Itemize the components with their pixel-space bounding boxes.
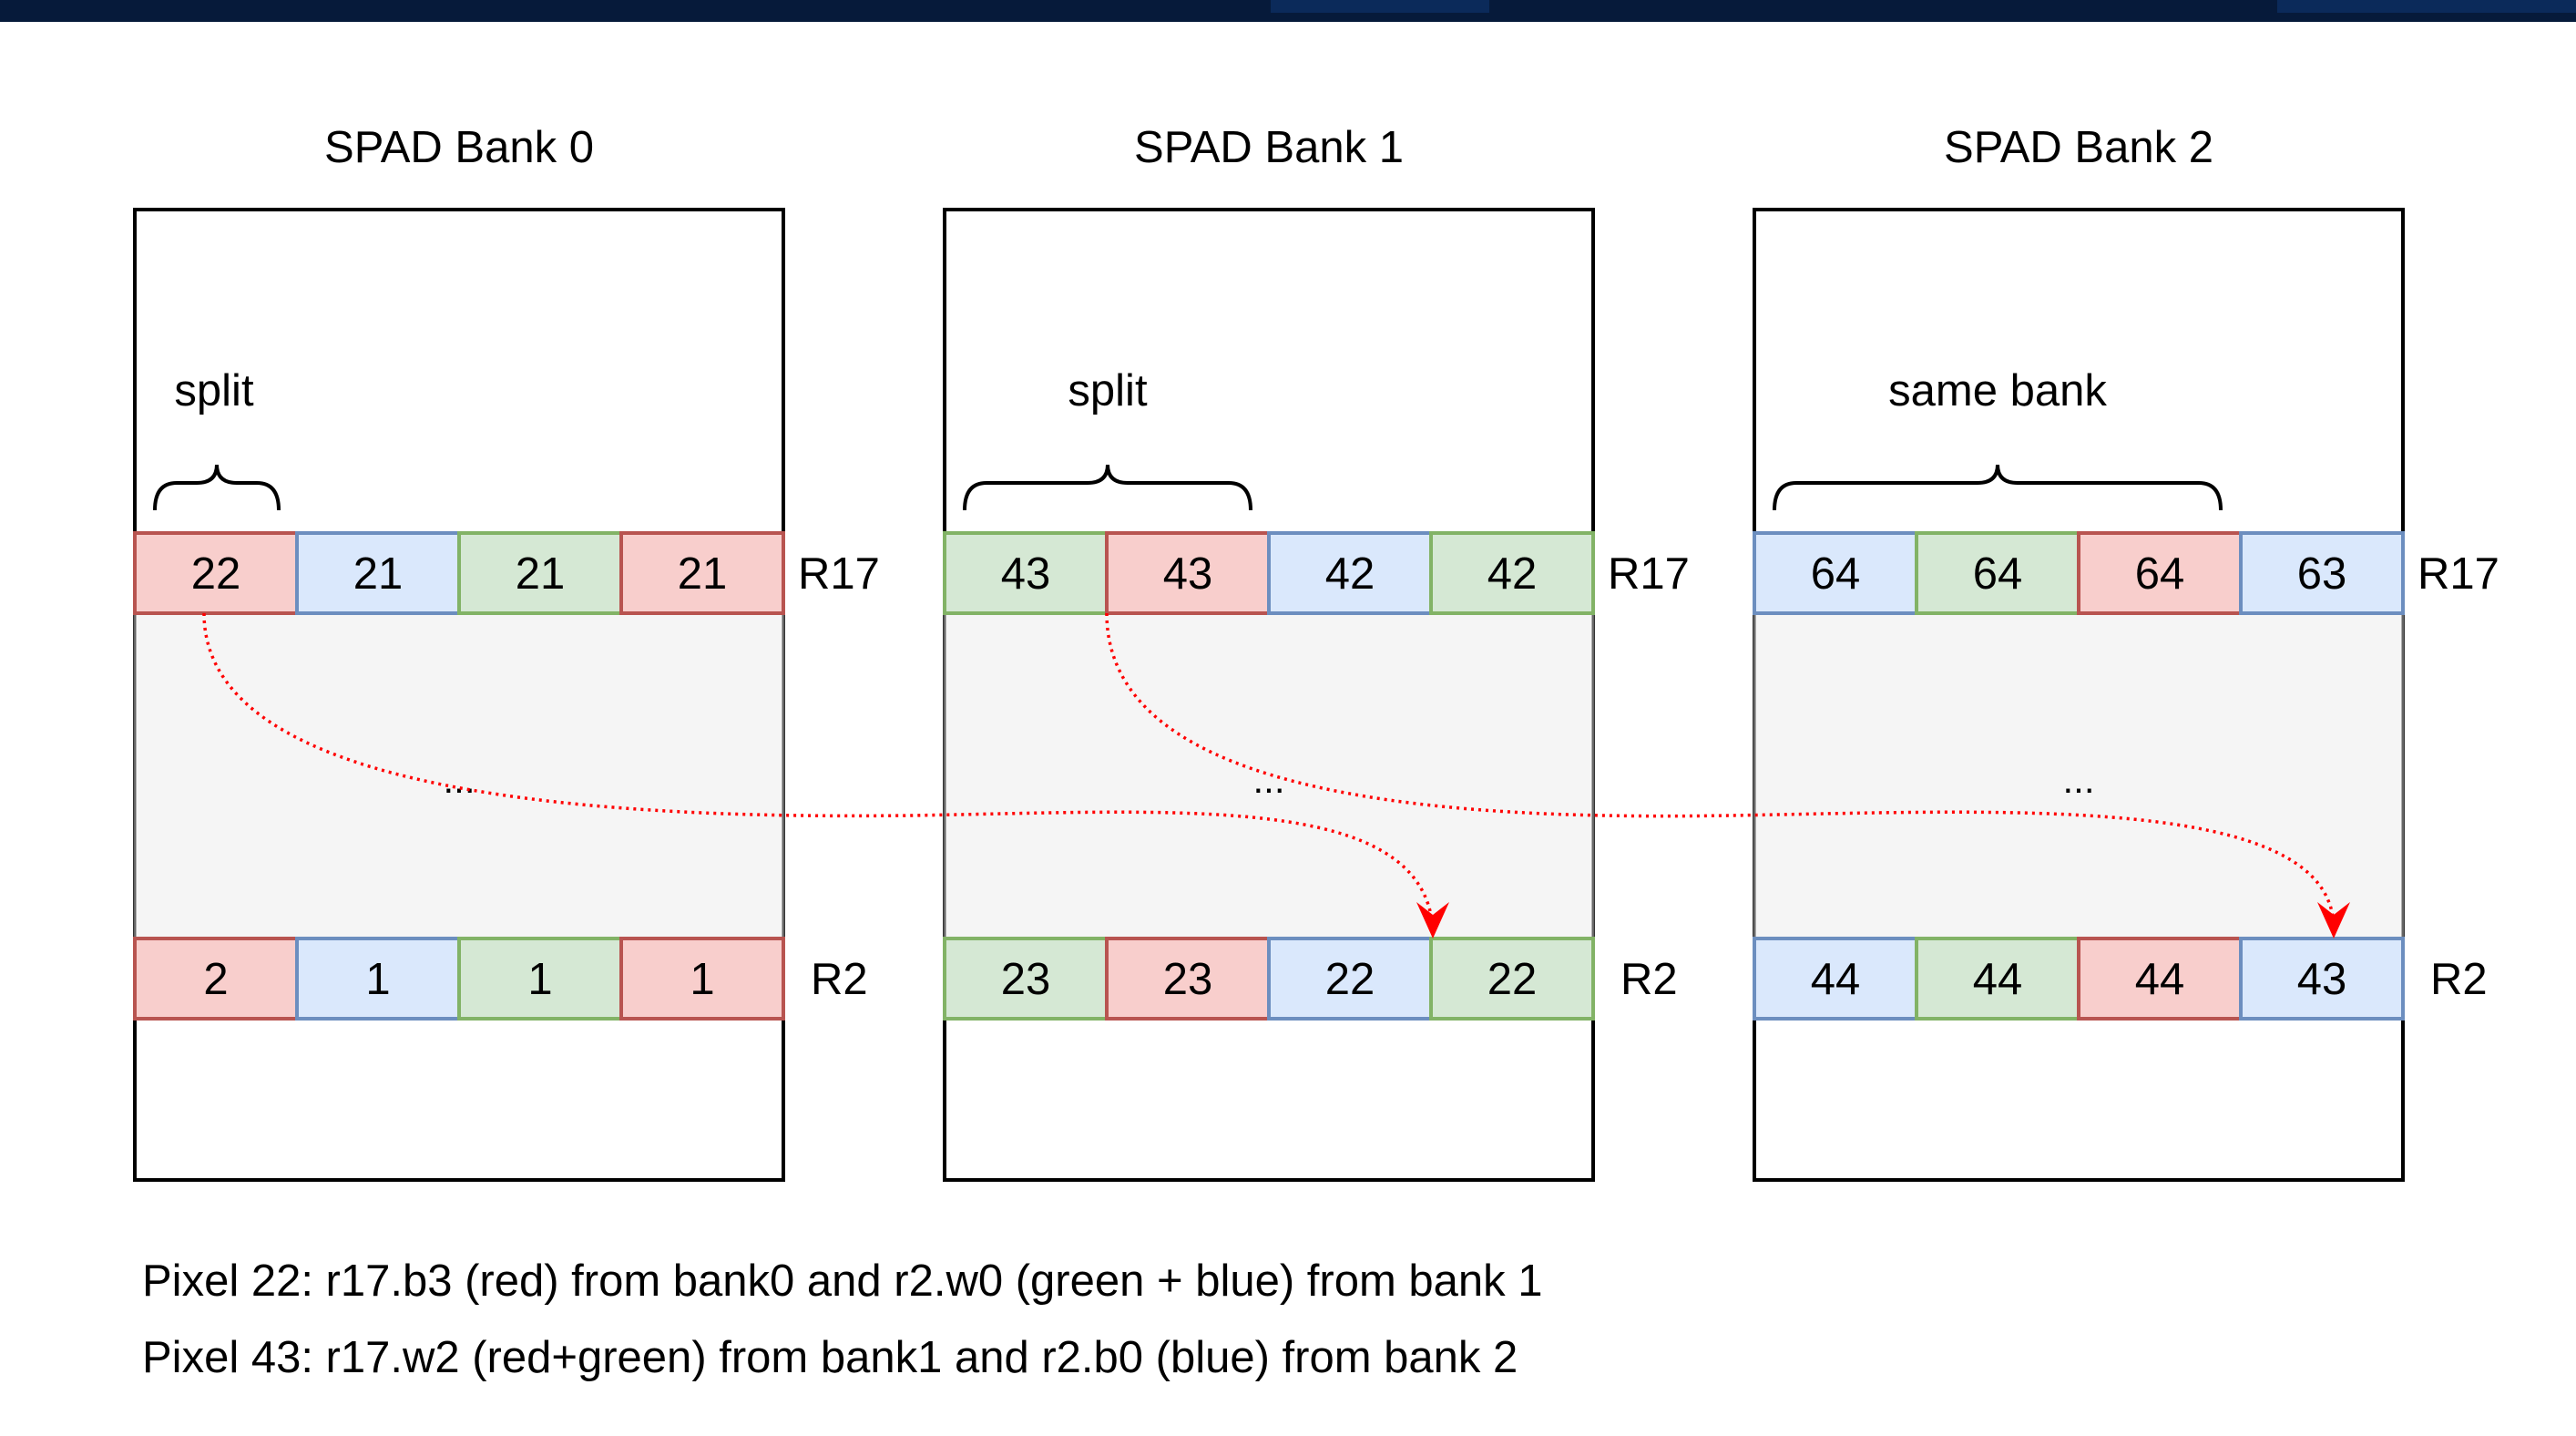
register-row-r17: 43 43 42 42 R17	[943, 531, 1690, 615]
register-cell-blue	[2239, 937, 2405, 1021]
register-cell-value: 42	[1487, 549, 1538, 599]
caption-pixel-43: Pixel 43: r17.w2 (red+green) from bank1 …	[142, 1333, 1518, 1382]
register-label: R2	[811, 955, 868, 1004]
arrow-pixel-22	[202, 612, 1437, 928]
register-cell-value: 1	[527, 955, 552, 1004]
top-bar-tab	[1271, 0, 1489, 13]
top-bar-tab	[2277, 0, 2576, 13]
bank-middle-region	[943, 611, 1595, 940]
register-cell-value: 23	[1163, 955, 1213, 1004]
spad-bank-1: SPAD Bank 1 split... 43 43 42 42 R17 23 23 22 22 R2	[943, 123, 1690, 1182]
register-cell-value: 44	[1811, 955, 1861, 1004]
register-cell-value: 21	[678, 549, 728, 599]
register-cell-green	[943, 531, 1109, 615]
register-row-r17: 64 64 64 63 R17	[1753, 531, 2499, 615]
register-cell-value: 1	[690, 955, 714, 1004]
register-cell-green	[1915, 531, 2080, 615]
brace-label: split	[1068, 366, 1148, 415]
ellipsis-label: ...	[2062, 758, 2094, 801]
register-cell-value: 1	[365, 955, 390, 1004]
register-cell-red	[2077, 937, 2243, 1021]
register-cell-value: 44	[1973, 955, 2023, 1004]
register-label: R17	[798, 549, 880, 599]
register-cell-blue	[1753, 531, 1918, 615]
ellipsis-label: ...	[1252, 758, 1284, 801]
register-cell-red	[133, 531, 299, 615]
arrowhead-icon	[2317, 902, 2350, 939]
register-cell-value: 22	[191, 549, 241, 599]
register-cell-value: 64	[2135, 549, 2185, 599]
bank-title: SPAD Bank 2	[1944, 123, 2213, 172]
register-row-r2: 2 1 1 1 R2	[133, 937, 868, 1021]
bank-title: SPAD Bank 1	[1134, 123, 1404, 172]
register-cell-value: 43	[2297, 955, 2347, 1004]
register-cell-blue	[295, 531, 461, 615]
register-label: R2	[2430, 955, 2488, 1004]
register-cell-blue	[2239, 531, 2405, 615]
register-cell-red	[619, 937, 785, 1021]
register-cell-value: 21	[353, 549, 404, 599]
register-cell-value: 23	[1001, 955, 1051, 1004]
bank-title: SPAD Bank 0	[324, 123, 594, 172]
arrowhead-icon	[1416, 902, 1449, 939]
brace-icon	[963, 464, 1252, 511]
register-cell-green	[1915, 937, 2080, 1021]
register-cell-value: 22	[1487, 955, 1538, 1004]
register-cell-green	[1429, 531, 1595, 615]
register-cell-blue	[1267, 531, 1433, 615]
brace-label: split	[174, 366, 254, 415]
register-cell-value: 21	[516, 549, 566, 599]
brace-icon	[153, 464, 281, 511]
register-label: R17	[2418, 549, 2499, 599]
register-cell-blue	[1267, 937, 1433, 1021]
register-cell-value: 42	[1325, 549, 1375, 599]
register-row-r17: 22 21 21 21 R17	[133, 531, 880, 615]
register-cell-value: 43	[1001, 549, 1051, 599]
register-label: R2	[1620, 955, 1678, 1004]
register-cell-value: 63	[2297, 549, 2347, 599]
register-cell-value: 44	[2135, 955, 2185, 1004]
register-cell-value: 64	[1973, 549, 2023, 599]
register-cell-value: 64	[1811, 549, 1861, 599]
register-cell-green	[1429, 937, 1595, 1021]
register-cell-blue	[1753, 937, 1918, 1021]
register-cell-value: 43	[1163, 549, 1213, 599]
bank-middle-region	[1753, 611, 2405, 940]
caption-pixel-22: Pixel 22: r17.b3 (red) from bank0 and r2…	[142, 1256, 1543, 1306]
register-row-r2: 23 23 22 22 R2	[943, 937, 1678, 1021]
register-cell-red	[619, 531, 785, 615]
register-cell-value: 2	[203, 955, 228, 1004]
register-cell-value: 22	[1325, 955, 1375, 1004]
brace-icon	[1773, 464, 2223, 511]
register-row-r2: 44 44 44 43 R2	[1753, 937, 2488, 1021]
register-label: R17	[1608, 549, 1690, 599]
brace-label: same bank	[1888, 366, 2107, 415]
ellipsis-label: ...	[443, 758, 475, 801]
register-cell-red	[1105, 937, 1271, 1021]
